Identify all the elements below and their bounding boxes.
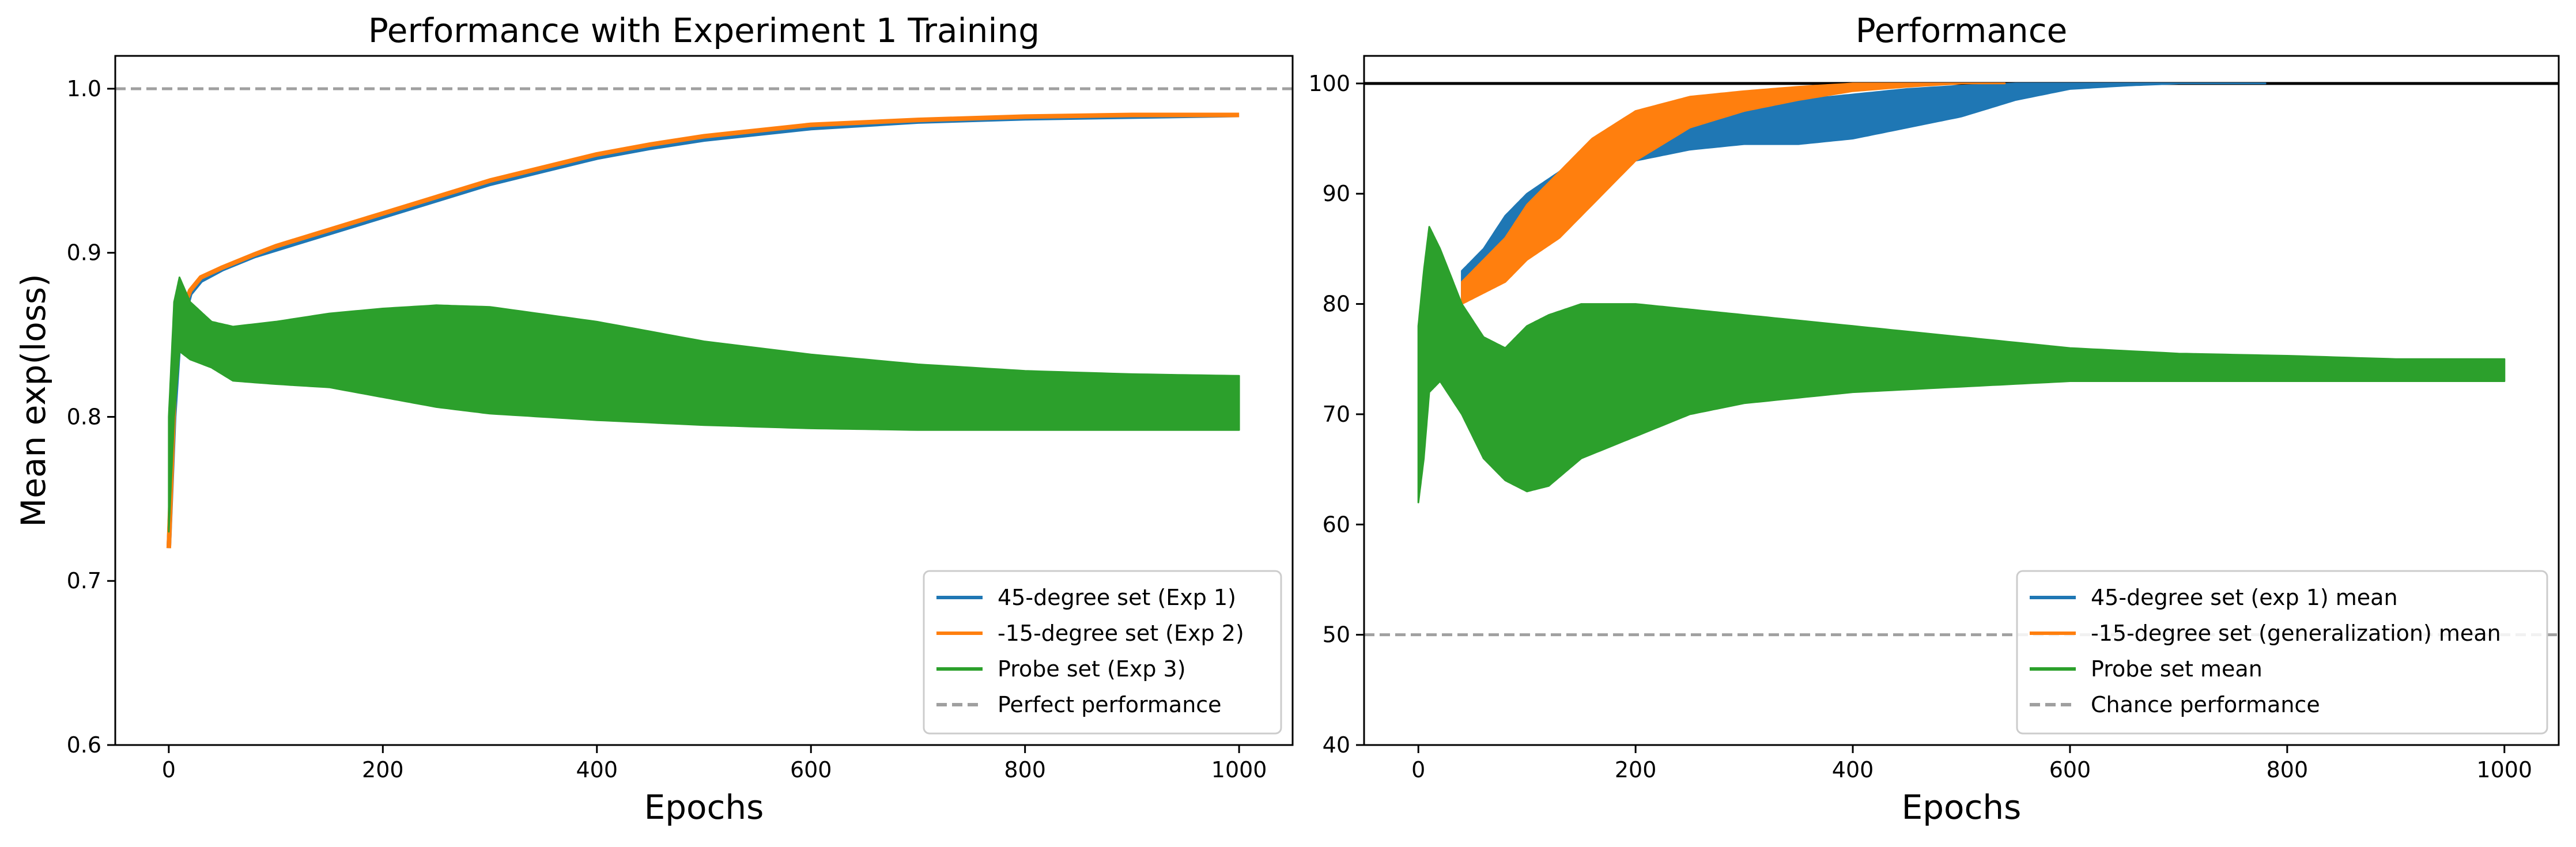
x-tick-label-1: 200 — [1615, 757, 1657, 782]
x-tick-label-4: 800 — [2267, 757, 2309, 782]
y-tick-label-3: 70 — [1323, 402, 1350, 427]
series-band-3 — [1417, 226, 2506, 504]
x-tick-label-0: 0 — [1411, 757, 1425, 782]
plot-area — [1364, 82, 2559, 637]
legend-label-1: 45-degree set (exp 1) mean — [2091, 585, 2398, 610]
y-tick-label-1: 50 — [1323, 622, 1350, 648]
x-tick-label-0: 0 — [162, 757, 176, 782]
y-tick-label-2: 60 — [1323, 512, 1350, 537]
y-tick-label-5: 90 — [1323, 181, 1350, 206]
axes-frame — [1363, 55, 2560, 746]
plot-area — [115, 87, 1293, 549]
y-tick-label-0: 0.6 — [67, 732, 101, 758]
x-tick-label-2: 400 — [1832, 757, 1874, 782]
axes-frame — [114, 55, 1294, 746]
y-axis-label: Mean exp(loss) — [14, 274, 53, 527]
legend-label-4: Perfect performance — [998, 692, 1222, 717]
x-tick-label-3: 600 — [790, 757, 832, 782]
legend-label-3: Probe set mean — [2091, 656, 2263, 682]
chart-panel-1: Performance with Experiment 1 Training 0 2… — [14, 11, 1294, 827]
x-tick-label-4: 800 — [1004, 757, 1046, 782]
y-tick-label-6: 100 — [1308, 71, 1350, 96]
y-tick-label-0: 40 — [1323, 732, 1350, 758]
y-tick-label-3: 0.9 — [67, 240, 101, 266]
x-axis-label: Epochs — [644, 788, 764, 827]
legend-label-4: Chance performance — [2091, 692, 2320, 717]
series-band-2 — [1461, 82, 2006, 305]
x-tick-label-5: 1000 — [1211, 757, 1267, 782]
y-tick-label-1: 0.7 — [67, 568, 101, 593]
x-axis-label: Epochs — [1902, 788, 2022, 827]
legend-box — [2016, 570, 2548, 735]
legend-label-1: 45-degree set (Exp 1) — [998, 585, 1236, 610]
legend-label-2: -15-degree set (Exp 2) — [998, 621, 1244, 646]
series-line-2 — [166, 112, 1240, 549]
x-tick-label-2: 400 — [576, 757, 618, 782]
legend-label-2: -15-degree set (generalization) mean — [2091, 621, 2501, 646]
y-tick-label-4: 80 — [1323, 292, 1350, 317]
legend: 45-degree set (exp 1) mean -15-degree set… — [2016, 570, 2548, 735]
y-tick-label-4: 1.0 — [67, 76, 101, 101]
legend: 45-degree set (Exp 1) -15-degree set (Exp… — [923, 570, 1282, 735]
x-tick-label-3: 600 — [2049, 757, 2091, 782]
x-tick-label-1: 200 — [362, 757, 404, 782]
series-band-3 — [168, 276, 1240, 533]
chart-title: Performance with Experiment 1 Training — [368, 11, 1040, 50]
y-tick-label-2: 0.8 — [67, 404, 101, 429]
legend-box — [923, 570, 1282, 735]
x-tick-label-5: 1000 — [2476, 757, 2532, 782]
legend-label-3: Probe set (Exp 3) — [998, 656, 1186, 682]
chart-panel-2: Performance 0 200 400 600 800 1000 40 50 60 70 80 90… — [1308, 11, 2560, 827]
chart-title: Performance — [1856, 11, 2068, 50]
